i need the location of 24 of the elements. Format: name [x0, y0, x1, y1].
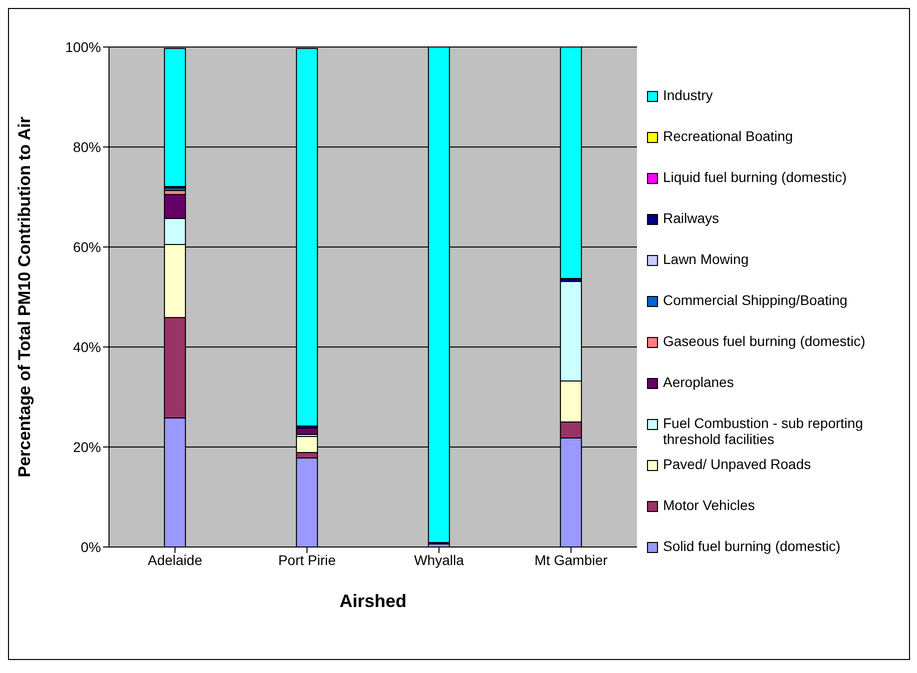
legend-label: Railways	[663, 210, 720, 226]
legend-label: Recreational Boating	[663, 128, 793, 144]
legend-label: Paved/ Unpaved Roads	[663, 456, 811, 472]
y-tick-label: 80%	[72, 138, 101, 155]
legend-label: Commercial Shipping/Boating	[663, 292, 848, 308]
x-tick-label: Mt Gambier	[534, 552, 608, 568]
y-tick-label: 100%	[65, 38, 101, 55]
legend-label: Aeroplanes	[663, 374, 734, 390]
y-tick-label: 20%	[72, 438, 101, 455]
y-tick-label: 40%	[72, 338, 101, 355]
y-axis-title: Percentage of Total PM10 Contribution to Air	[15, 116, 34, 478]
x-tick-label: Adelaide	[148, 552, 202, 568]
x-axis-title: Airshed	[339, 591, 407, 611]
legend-label: Fuel Combustion - sub reporting threshold facilities	[663, 415, 864, 447]
y-tick-label: 60%	[72, 238, 101, 255]
legend-label: Industry	[663, 87, 713, 103]
legend-label: Liquid fuel burning (domestic)	[663, 169, 847, 185]
y-tick-label: 0%	[80, 538, 101, 555]
legend-label: Solid fuel burning (domestic)	[663, 538, 840, 554]
legend-label: Lawn Mowing	[663, 251, 749, 267]
x-tick-label: Whyalla	[414, 552, 464, 568]
x-tick-label: Port Pirie	[278, 552, 336, 568]
legend-label: Gaseous fuel burning (domestic)	[663, 333, 866, 349]
legend-label: Motor Vehicles	[663, 497, 755, 513]
